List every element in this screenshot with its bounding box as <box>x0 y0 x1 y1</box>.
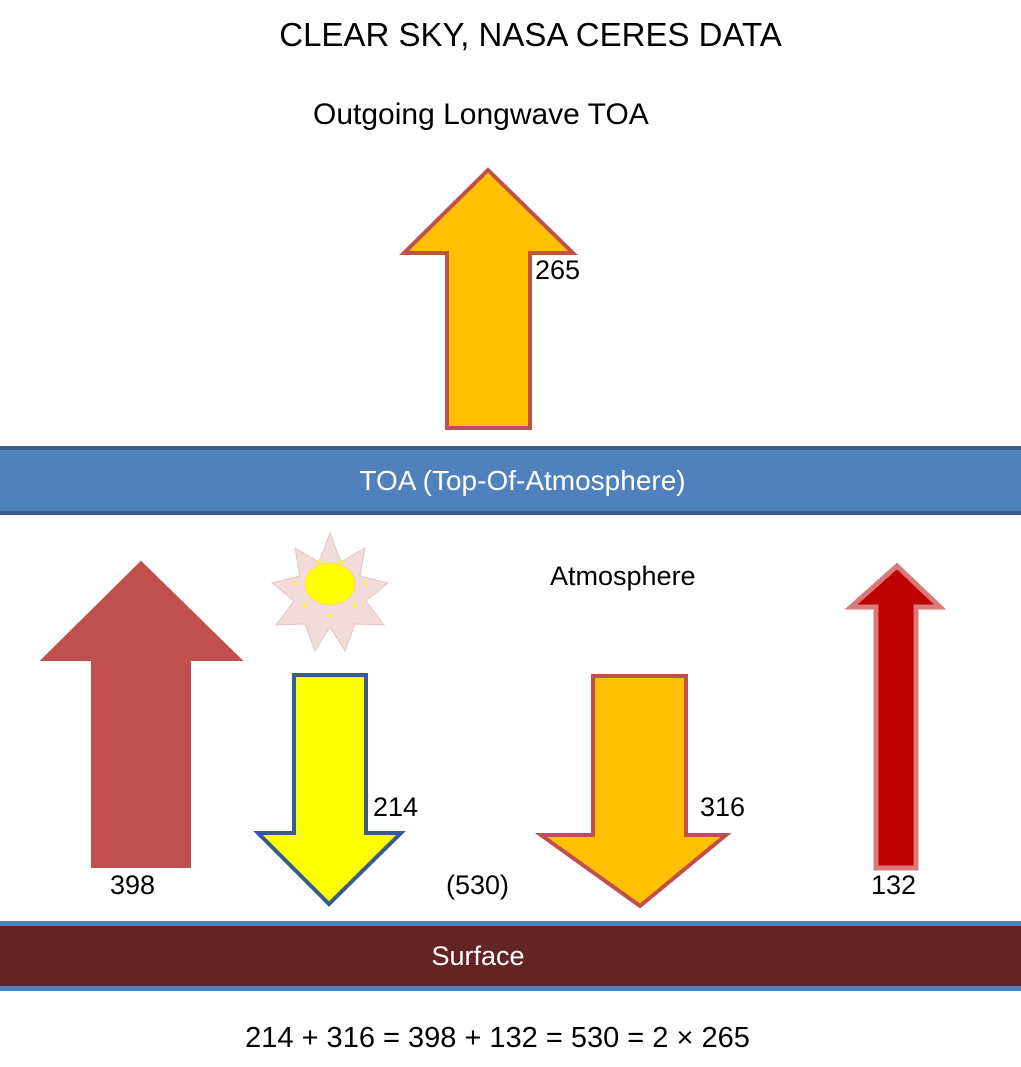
upward-132-arrow <box>844 562 947 871</box>
surface-label: Surface <box>431 940 525 971</box>
upward-132-value: 132 <box>871 870 917 900</box>
toa-band: TOA (Top-Of-Atmosphere) <box>0 446 1021 515</box>
solar-down-arrow <box>253 673 406 907</box>
back-radiation-value: 316 <box>700 792 746 822</box>
surface-band: Surface <box>0 921 1021 991</box>
total-value: (530) <box>446 870 510 900</box>
outgoing-longwave-label: Outgoing Longwave TOA <box>313 98 649 131</box>
back-radiation-arrow <box>534 674 732 909</box>
surface-upward-arrow <box>39 560 244 868</box>
outgoing-toa-value: 265 <box>535 255 581 285</box>
surface-upward-value: 398 <box>110 870 156 900</box>
diagram-title: CLEAR SKY, NASA CERES DATA <box>279 16 782 53</box>
solar-down-value: 214 <box>373 792 419 822</box>
toa-label: TOA (Top-Of-Atmosphere) <box>359 464 686 496</box>
balance-equation: 214 + 316 = 398 + 132 = 530 = 2 × 265 <box>245 1022 750 1054</box>
atmosphere-label: Atmosphere <box>550 561 696 591</box>
sun-icon <box>270 531 390 653</box>
outgoing-toa-arrow <box>399 167 578 430</box>
